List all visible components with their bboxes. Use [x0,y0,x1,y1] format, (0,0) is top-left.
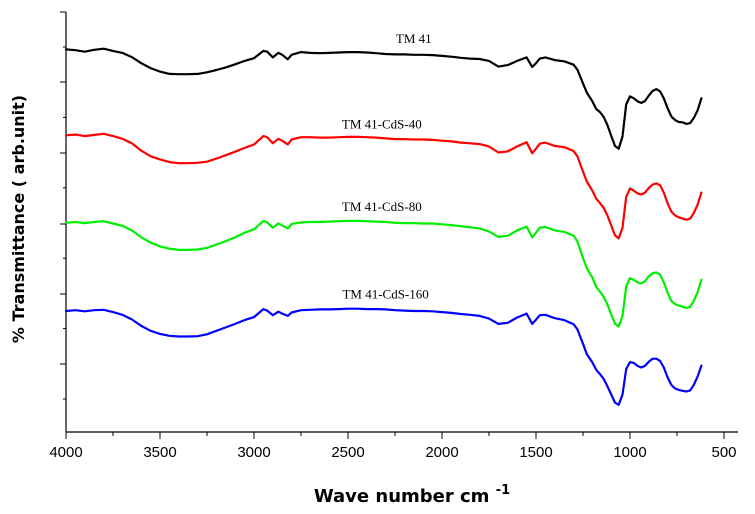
x-tick-labels: 4000 3500 3000 2500 2000 1500 1000 500 [49,444,736,461]
x-tick-label: 2000 [425,444,458,461]
x-tick-label: 1000 [613,444,646,461]
series-label-1: TM 41 [396,31,432,46]
x-tick-label: 1500 [519,444,552,461]
x-axis-title-superscript: -1 [496,483,510,498]
x-axis-title: Wave number cm -1 [314,483,510,507]
y-axis-title: % Transmittance ( arb.unit) [9,95,28,343]
axes [60,11,738,439]
series-labels: TM 41 TM 41-CdS-40 TM 41-CdS-80 TM 41-CdS-1… [342,31,432,302]
x-tick-label: 500 [711,444,736,461]
series-line-3 [64,219,703,328]
series-label-3: TM 41-CdS-80 [342,199,422,214]
x-tick-label: 3500 [143,444,176,461]
series-line-4 [64,307,703,406]
x-axis-title-text: Wave number cm [314,486,490,507]
series-line-1 [64,47,703,150]
series-label-2: TM 41-CdS-40 [342,116,422,131]
series-label-4: TM 41-CdS-160 [342,286,428,301]
x-tick-label: 2500 [331,444,364,461]
x-tick-label: 3000 [237,444,270,461]
series-layer [64,47,703,406]
x-tick-label: 4000 [49,444,82,461]
series-line-2 [64,132,703,240]
